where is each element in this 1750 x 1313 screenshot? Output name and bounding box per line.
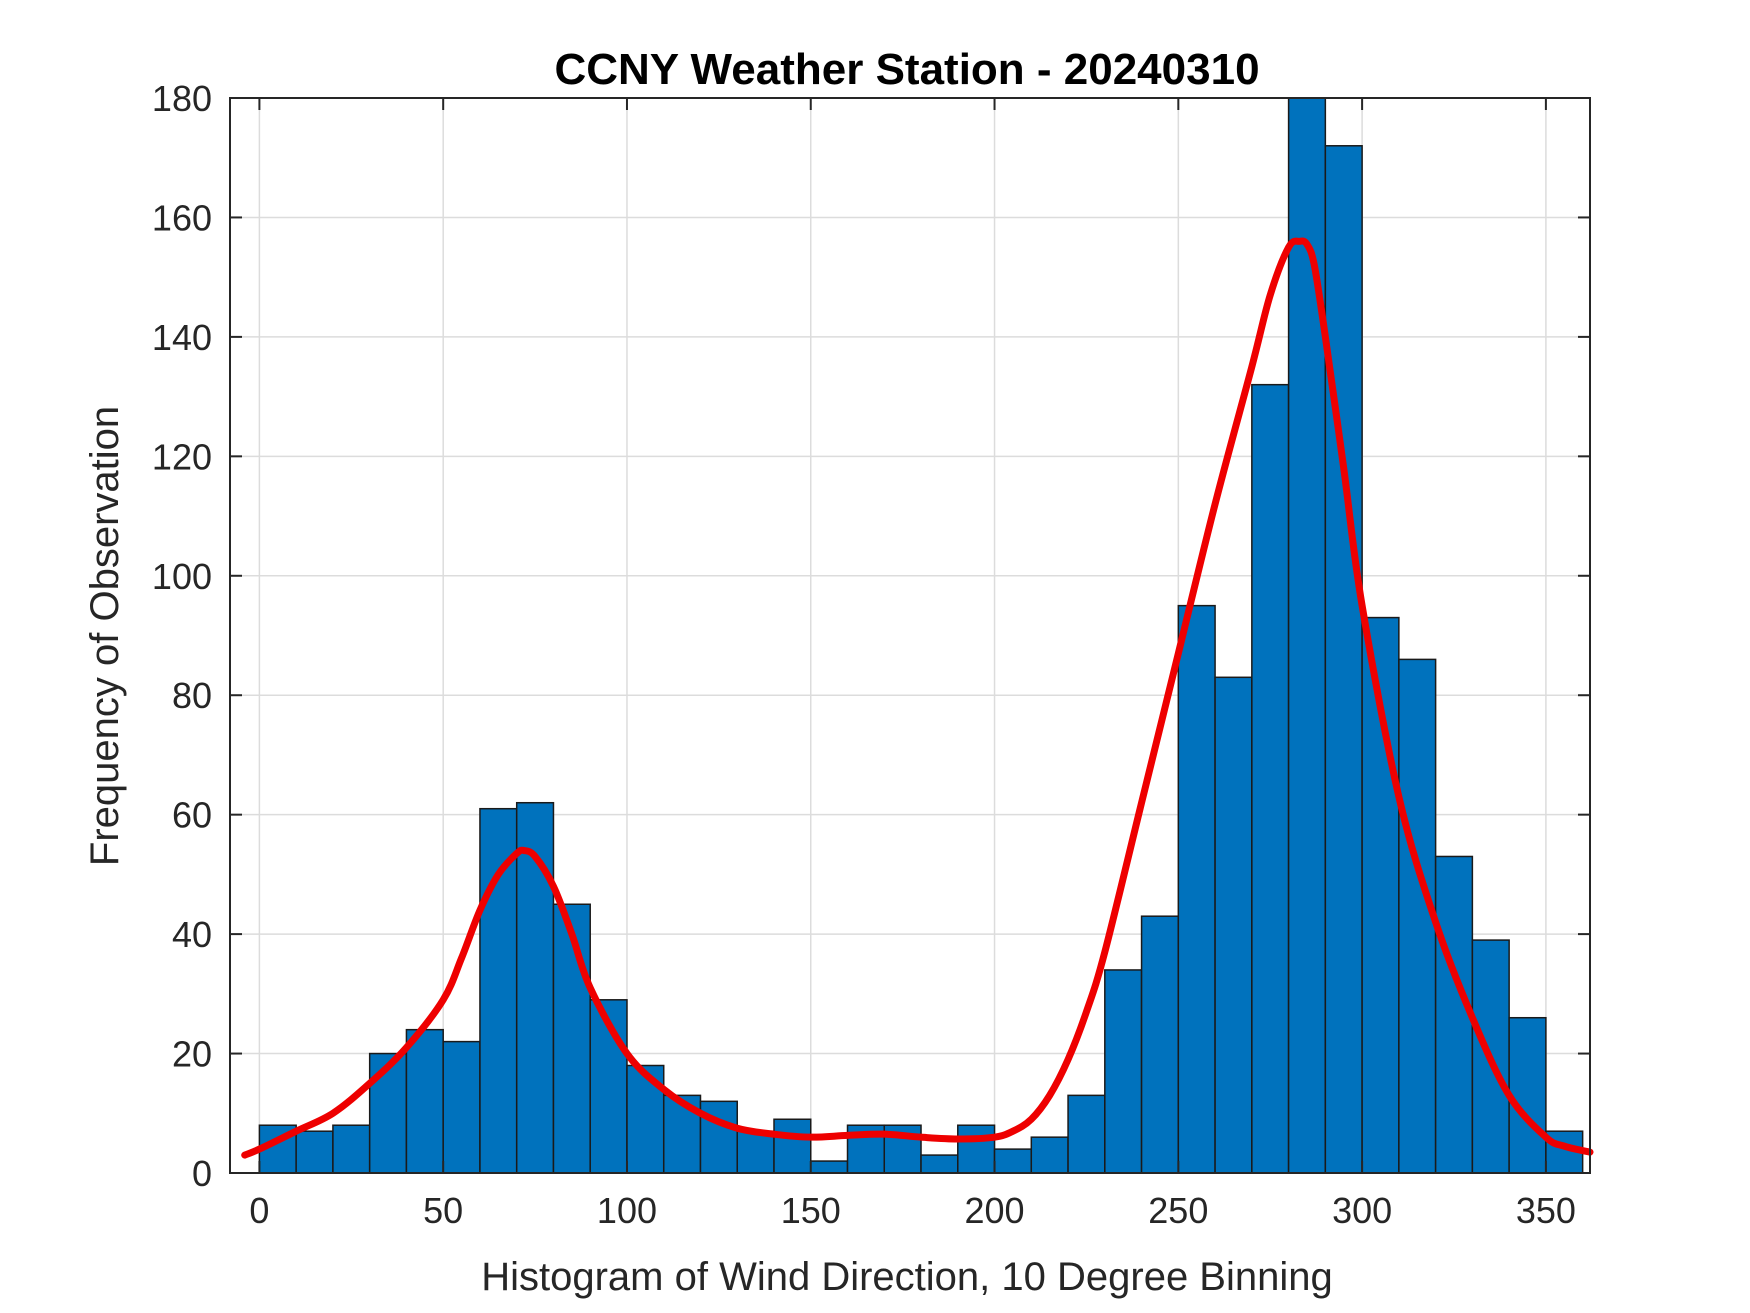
histogram-bar <box>1104 969 1143 1174</box>
x-tick-label: 300 <box>1332 1190 1392 1231</box>
histogram-bar <box>993 1148 1033 1174</box>
histogram-bar <box>736 1130 775 1174</box>
chart-title: CCNY Weather Station - 20240310 <box>554 45 1259 94</box>
histogram-bar <box>957 1124 996 1174</box>
y-tick-label: 60 <box>172 795 212 836</box>
histogram-bar <box>405 1028 444 1174</box>
y-tick-label: 180 <box>152 78 212 119</box>
x-tick-label: 100 <box>597 1190 657 1231</box>
histogram-bar <box>295 1130 334 1174</box>
histogram-bar <box>1030 1136 1069 1174</box>
y-tick-label: 120 <box>152 436 212 477</box>
x-tick-label: 150 <box>781 1190 841 1231</box>
histogram-bar <box>1398 658 1437 1174</box>
histogram-bar <box>1067 1094 1106 1174</box>
histogram-bar <box>699 1100 738 1174</box>
histogram-bar <box>1251 383 1290 1174</box>
x-axis-label: Histogram of Wind Direction, 10 Degree B… <box>481 1255 1333 1299</box>
histogram-bar <box>515 801 555 1174</box>
x-tick-label: 0 <box>249 1190 269 1231</box>
histogram-bar <box>773 1118 812 1174</box>
histogram-bar <box>368 1052 408 1174</box>
histogram-bar <box>1508 1016 1547 1174</box>
histogram-bar <box>920 1154 959 1174</box>
y-tick-label: 80 <box>172 675 212 716</box>
histogram-bars <box>258 97 1584 1174</box>
y-axis-label: Frequency of Observation <box>83 406 127 866</box>
y-tick-label: 40 <box>172 914 212 955</box>
y-tick-label: 140 <box>152 317 212 358</box>
y-tick-label: 160 <box>152 197 212 238</box>
histogram-bar <box>1177 604 1216 1174</box>
tick-labels: 0 50 100 150 200 250 300 350 0 20 40 60 80 100 120 140 1… <box>152 78 1576 1231</box>
x-tick-label: 200 <box>965 1190 1025 1231</box>
histogram-bar <box>1324 145 1363 1174</box>
histogram-bar <box>442 1040 481 1174</box>
x-tick-label: 350 <box>1516 1190 1576 1231</box>
density-curve-layer <box>241 237 1594 1159</box>
histogram-bar <box>810 1160 849 1174</box>
axes-box <box>229 97 1591 1174</box>
y-tick-label: 0 <box>192 1153 212 1194</box>
x-tick-label: 50 <box>423 1190 463 1231</box>
density-curve-line <box>241 237 1594 1159</box>
histogram-bar <box>332 1124 371 1174</box>
histogram-bar <box>1140 915 1180 1174</box>
histogram-bar <box>1287 97 1327 1174</box>
y-tick-label: 20 <box>172 1034 212 1075</box>
axes-frame <box>229 97 1591 1174</box>
x-tick-label: 250 <box>1148 1190 1208 1231</box>
histogram-bar <box>1434 855 1474 1174</box>
histogram-bar <box>1214 676 1253 1174</box>
y-tick-label: 100 <box>152 556 212 597</box>
